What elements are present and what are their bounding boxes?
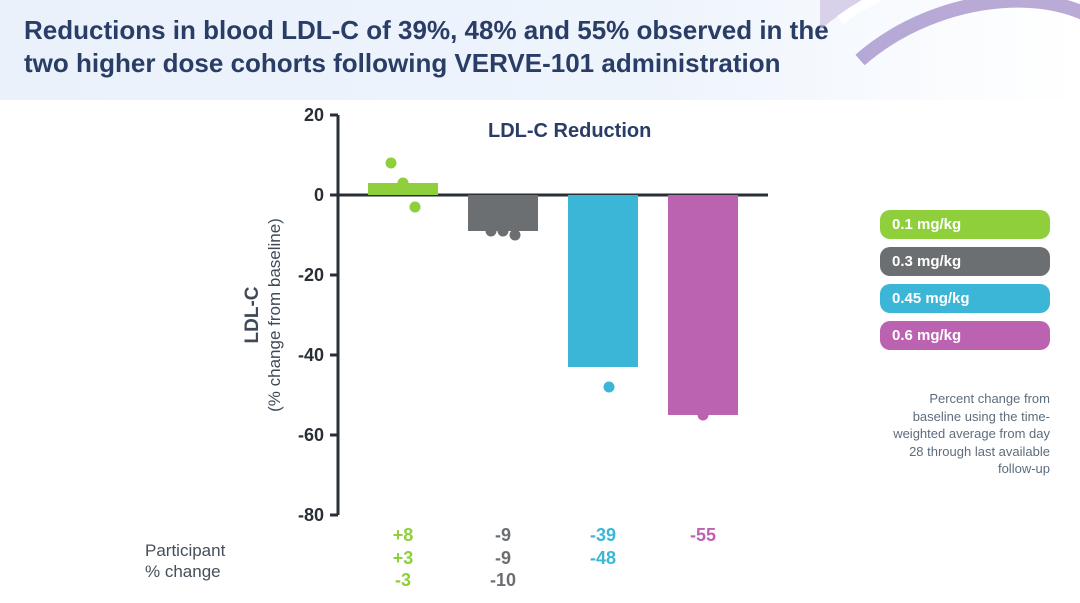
legend-item: 0.6 mg/kg [880, 321, 1050, 350]
participant-change-column: -9-9-10 [468, 524, 538, 592]
ldlc-chart: LDL-C Reduction 20 0 -20 -40 -60 -80 LDL-C(% ch… [230, 105, 790, 595]
legend: 0.1 mg/kg 0.3 mg/kg 0.45 mg/kg 0.6 mg/kg Pe… [880, 210, 1050, 478]
participant-label-line2: % change [145, 561, 225, 582]
y-axis-label-top: LDL-C [242, 286, 263, 343]
participant-change-value: -55 [668, 524, 738, 547]
participant-change-value: -3 [368, 569, 438, 592]
chart-title: LDL-C Reduction [488, 120, 651, 142]
bar [568, 195, 638, 367]
data-point [386, 158, 397, 169]
y-tick-label: -40 [298, 345, 324, 365]
legend-item: 0.45 mg/kg [880, 284, 1050, 313]
participant-change-value: -9 [468, 547, 538, 570]
data-point [510, 230, 521, 241]
legend-item: 0.3 mg/kg [880, 247, 1050, 276]
data-point [698, 410, 709, 421]
participant-change-column: -39-48 [568, 524, 638, 569]
participant-change-column: -55 [668, 524, 738, 547]
participant-change-value: -9 [468, 524, 538, 547]
data-point [410, 202, 421, 213]
page-title: Reductions in blood LDL-C of 39%, 48% an… [24, 14, 864, 79]
data-point [498, 226, 509, 237]
data-point [486, 226, 497, 237]
bar [668, 195, 738, 415]
participant-label-line1: Participant [145, 540, 225, 561]
data-point [604, 382, 615, 393]
y-tick-label: 20 [304, 105, 324, 125]
participant-change-value: +8 [368, 524, 438, 547]
data-point [398, 178, 409, 189]
participant-change-value: -39 [568, 524, 638, 547]
header-band: Reductions in blood LDL-C of 39%, 48% an… [0, 0, 1080, 100]
participant-change-value: +3 [368, 547, 438, 570]
y-tick-label: -20 [298, 265, 324, 285]
participant-change-column: +8+3-3 [368, 524, 438, 592]
y-axis-label-bottom: (% change from baseline) [265, 218, 284, 412]
y-tick-label: -60 [298, 425, 324, 445]
y-tick-label: 0 [314, 185, 324, 205]
legend-note: Percent change from baseline using the t… [880, 390, 1050, 478]
y-tick-label: -80 [298, 505, 324, 525]
participant-change-value: -48 [568, 547, 638, 570]
participant-change-value: -10 [468, 569, 538, 592]
legend-item: 0.1 mg/kg [880, 210, 1050, 239]
data-point [592, 346, 603, 357]
participant-change-label: Participant % change [145, 540, 225, 583]
